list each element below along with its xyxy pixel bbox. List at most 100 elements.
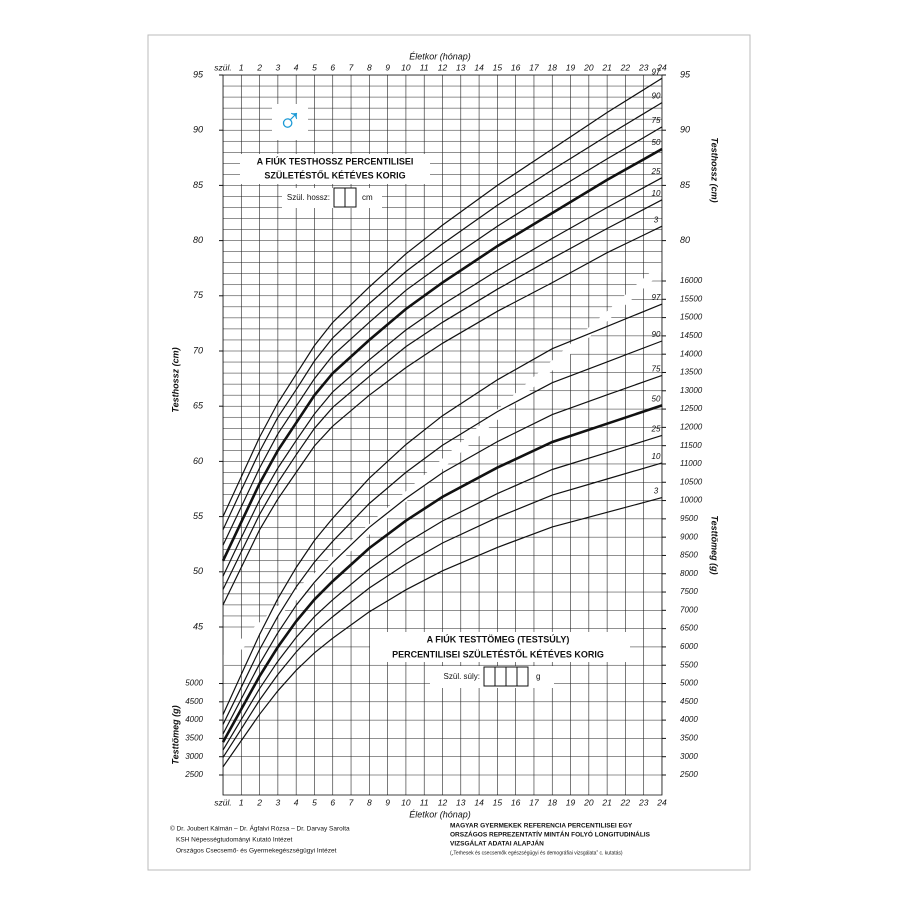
input-box (333, 187, 346, 208)
y2-tick-label: 13500 (680, 368, 703, 377)
y-tick-label: 45 (193, 621, 204, 631)
y2-tick-label: 2500 (679, 770, 698, 779)
weight-title: A FIÚK TESTTÖMEG (TESTSÚLY) (427, 633, 570, 644)
y2-tick-label: 6500 (680, 624, 698, 633)
y2-tick-label: 80 (680, 235, 690, 245)
field-unit: g (536, 672, 540, 681)
x-tick-label: 21 (601, 797, 612, 807)
y2-tick-label: 15500 (680, 294, 703, 303)
percentile-curve (222, 225, 663, 606)
x-tick-label: 10 (401, 62, 411, 72)
x-tick-label: 3 (276, 797, 281, 807)
x-tick-label: 16 (511, 62, 521, 72)
percentile-curve (222, 102, 663, 531)
y2-tick-label: 8000 (680, 569, 698, 578)
x-tick-label: 6 (330, 797, 335, 807)
curve-label: 50 (652, 138, 661, 147)
y2-axis-title: Testhossz (cm) (710, 137, 720, 202)
labels: 455055606570758085909580859095szül.szül.… (170, 62, 719, 807)
x-tick-label: 24 (656, 62, 667, 72)
y-tick-label: 5000 (185, 679, 203, 688)
x-tick-label: 6 (330, 62, 335, 72)
y-tick-label: 75 (193, 290, 204, 300)
x-tick-label: 7 (349, 797, 354, 807)
curve-label: 10 (652, 189, 661, 198)
footer-left: Országos Csecsemő- és Gyermekegészségügy… (176, 848, 337, 855)
footer-right: VIZSGÁLAT ADATAI ALAPJÁN (450, 839, 544, 848)
x-tick-label: 18 (548, 62, 558, 72)
field-bg (282, 188, 382, 208)
percentile-curve (222, 374, 663, 735)
input-box (516, 666, 529, 687)
curve-label: 3 (654, 487, 659, 496)
x-tick-label: 4 (294, 62, 299, 72)
y-tick-label: 70 (193, 345, 203, 355)
x-tick-label: 20 (583, 797, 594, 807)
title-bg (240, 154, 430, 184)
percentile-curve (222, 340, 663, 725)
curve-label: 97 (652, 293, 661, 302)
y2-tick-label: 10500 (680, 477, 703, 486)
x-tick-label: 18 (548, 797, 558, 807)
x-tick-label: 5 (312, 62, 317, 72)
x-tick-label: 7 (349, 62, 354, 72)
y-tick-label: 80 (193, 235, 203, 245)
y2-tick-label: 95 (680, 69, 691, 79)
field-label: Szül. hossz: (287, 193, 330, 202)
x-tick-label: 13 (456, 62, 466, 72)
y-tick-label: 60 (193, 456, 203, 466)
x-tick-label: 1 (239, 797, 244, 807)
y2-tick-label: 3500 (680, 734, 698, 743)
y-tick-label: 4500 (185, 697, 203, 706)
curve-label: 75 (652, 116, 661, 125)
y2-tick-label: 9000 (680, 532, 698, 541)
footer-left: KSH Népességtudományi Kutató Intézet (176, 837, 293, 844)
y2-tick-label: 5000 (680, 679, 698, 688)
y2-tick-label: 16000 (680, 276, 703, 285)
y2-tick-label: 90 (680, 125, 690, 135)
x-tick-label: 12 (438, 62, 448, 72)
y-tick-label: 95 (193, 69, 204, 79)
y2-tick-label: 7500 (680, 587, 698, 596)
x-tick-label: 24 (656, 797, 667, 807)
title-bg (370, 632, 630, 662)
plot-frame (222, 74, 663, 796)
curve-label: 50 (652, 395, 661, 404)
curve-label: 3 (654, 215, 659, 224)
y-tick-label: 90 (193, 125, 203, 135)
y-axis-title: Testhossz (cm) (170, 347, 180, 412)
x-tick-label: 9 (385, 62, 390, 72)
curve-label: 90 (652, 330, 661, 339)
input-box (483, 666, 496, 687)
y2-tick-label: 11000 (680, 459, 702, 468)
footer-left: © Dr. Joubert Kálmán – Dr. Ágfalvi Rózsa… (170, 824, 350, 833)
x-tick-label: 11 (420, 797, 429, 807)
y2-tick-label: 4500 (680, 697, 698, 706)
x-tick-label: 22 (620, 62, 631, 72)
x-tick-label: 4 (294, 797, 299, 807)
x-tick-label: 21 (601, 62, 612, 72)
x-tick-label: 10 (401, 797, 411, 807)
y-tick-label: 3000 (185, 752, 203, 761)
y2-tick-label: 14000 (680, 349, 703, 358)
percentile-curve (221, 404, 663, 743)
y2-tick-label: 10000 (680, 496, 703, 505)
y-tick-label: 50 (193, 566, 203, 576)
x-tick-label: 12 (438, 797, 448, 807)
y2-tick-label: 4000 (680, 715, 698, 724)
percentile-curve (222, 126, 663, 546)
y-tick-label: 65 (193, 401, 204, 411)
age-label: Életkor (hónap) (409, 809, 471, 819)
weight-title: PERCENTILISEI SZÜLETÉSTŐL KÉTÉVES KORIG (392, 648, 604, 659)
x-tick-label: 5 (312, 797, 317, 807)
x-tick-label: 2 (256, 797, 262, 807)
x-tick-label: 13 (456, 797, 466, 807)
length-title: SZÜLETÉSTŐL KÉTÉVES KORIG (264, 169, 405, 180)
y-tick-label: 55 (193, 511, 204, 521)
percentile-curve (222, 77, 663, 517)
y2-tick-label: 85 (680, 180, 691, 190)
field-label: Szül. súly: (444, 672, 480, 681)
curve-label: 25 (651, 425, 661, 434)
x-tick-label: szül. (214, 62, 231, 72)
